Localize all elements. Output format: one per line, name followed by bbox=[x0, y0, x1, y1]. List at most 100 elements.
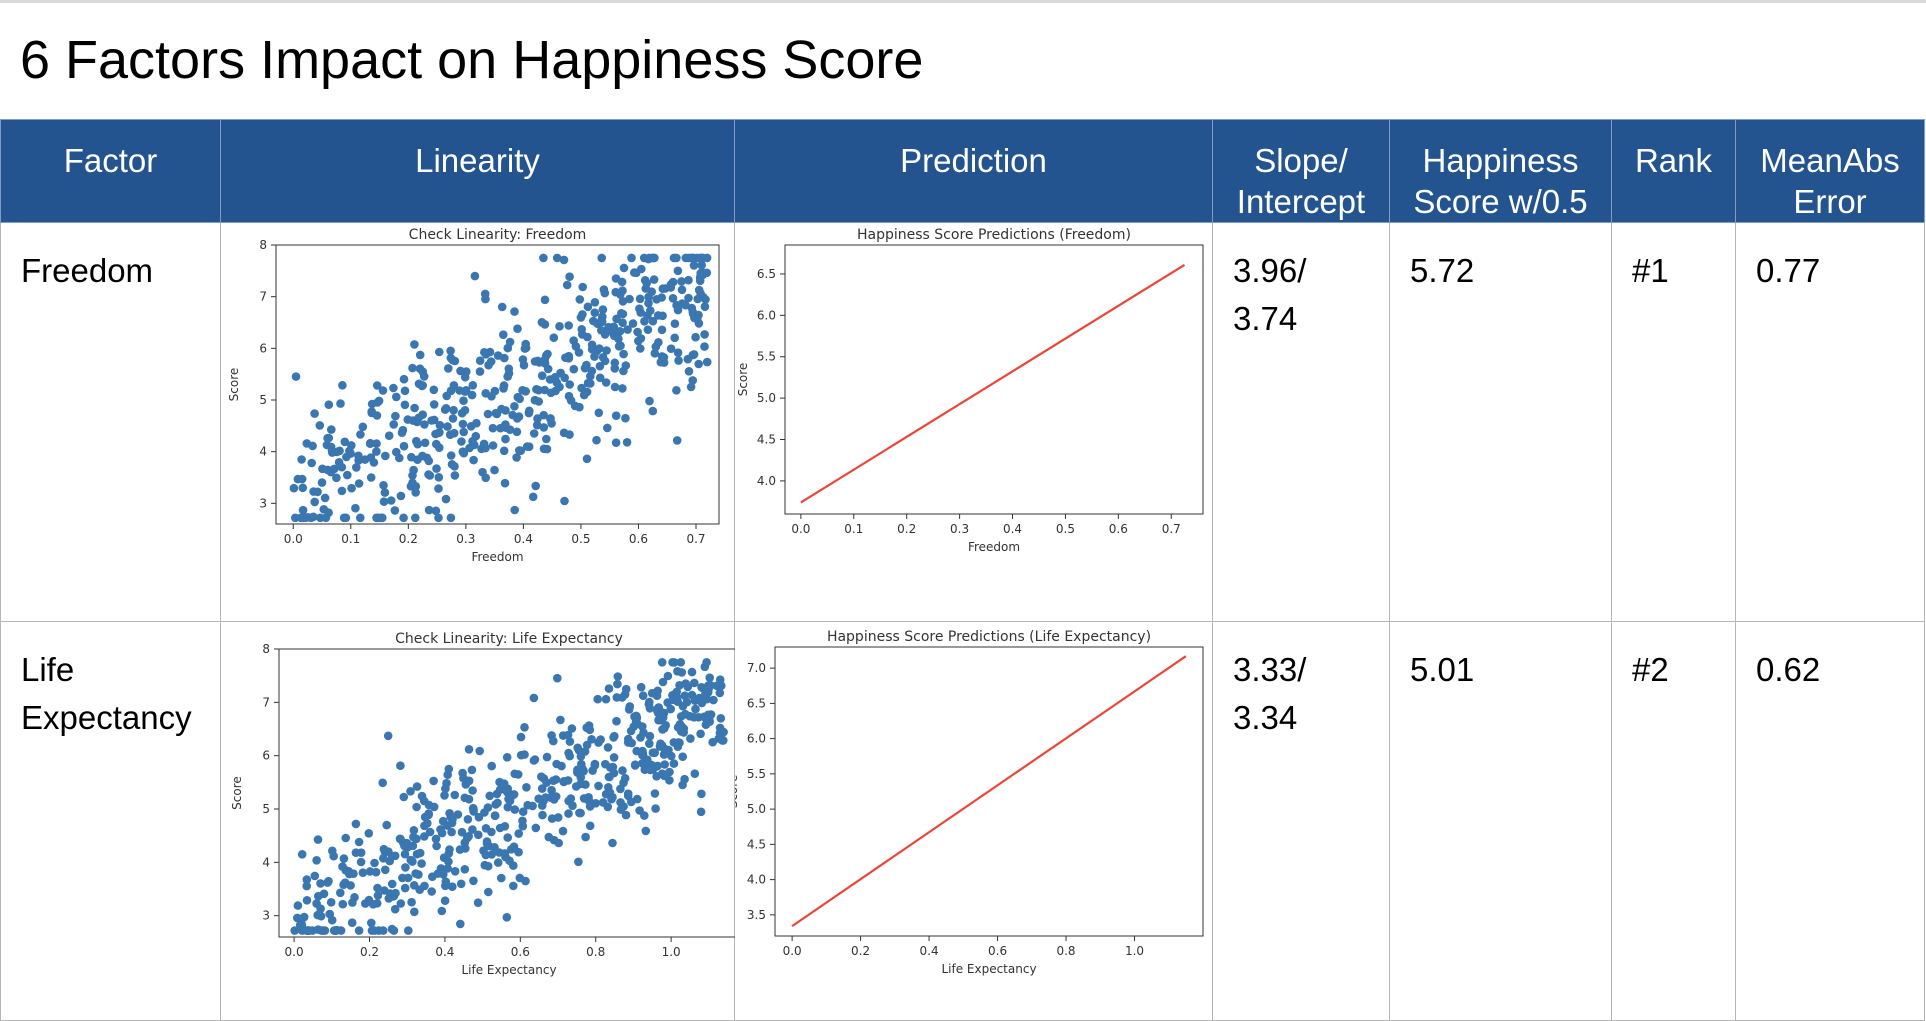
data-point bbox=[510, 505, 519, 515]
data-point bbox=[648, 316, 658, 326]
data-point bbox=[513, 770, 523, 779]
data-point bbox=[693, 315, 702, 324]
data-point bbox=[389, 420, 398, 429]
data-point bbox=[496, 423, 505, 433]
data-point bbox=[302, 896, 312, 905]
data-point bbox=[373, 513, 383, 523]
data-point bbox=[530, 755, 540, 764]
header-rank: Rank bbox=[1611, 119, 1736, 223]
data-point bbox=[669, 759, 679, 768]
data-point bbox=[429, 400, 439, 409]
data-point bbox=[510, 307, 519, 316]
data-point bbox=[432, 464, 441, 473]
data-point bbox=[636, 334, 646, 343]
data-point bbox=[380, 847, 390, 857]
header-linearity: Linearity bbox=[220, 119, 735, 223]
data-point bbox=[447, 827, 456, 837]
data-point bbox=[558, 826, 568, 836]
data-point bbox=[504, 794, 513, 804]
data-point bbox=[553, 673, 562, 683]
data-point bbox=[677, 285, 687, 295]
data-point bbox=[435, 443, 444, 452]
data-point bbox=[635, 806, 644, 815]
table-row: Life Expectancy Check Linearity: Life Ex… bbox=[0, 621, 1925, 1021]
data-point bbox=[640, 317, 649, 326]
data-point bbox=[581, 780, 590, 789]
data-point bbox=[372, 447, 381, 456]
x-tick-label: 0.1 bbox=[844, 522, 863, 536]
data-point bbox=[656, 739, 665, 748]
data-point bbox=[471, 431, 481, 441]
data-point bbox=[565, 737, 575, 746]
data-point bbox=[571, 782, 581, 791]
y-axis-label: Score bbox=[230, 776, 244, 810]
data-point bbox=[488, 441, 498, 450]
data-point bbox=[700, 342, 709, 351]
data-point bbox=[399, 513, 408, 523]
data-point bbox=[395, 453, 404, 463]
x-tick-label: 0.4 bbox=[435, 945, 454, 959]
data-point bbox=[404, 926, 413, 935]
data-point bbox=[640, 276, 650, 285]
prediction-chart-life-expectancy: Happiness Score Predictions (Life Expect… bbox=[735, 629, 1204, 976]
rank-cell: #2 bbox=[1611, 621, 1736, 1021]
plot-frame bbox=[774, 646, 1204, 937]
data-point bbox=[338, 381, 347, 390]
data-point bbox=[427, 887, 436, 896]
data-point bbox=[412, 834, 421, 844]
linearity-chart-life-expectancy: Check Linearity: Life Expectancy 0.0 0.2 0.… bbox=[230, 631, 735, 977]
data-point bbox=[356, 430, 365, 439]
data-point bbox=[641, 284, 651, 293]
data-point bbox=[603, 802, 613, 812]
data-point bbox=[518, 386, 527, 395]
data-point bbox=[501, 852, 510, 862]
data-point bbox=[410, 340, 419, 349]
data-point bbox=[510, 402, 519, 411]
data-point bbox=[460, 406, 470, 415]
data-point bbox=[435, 347, 444, 357]
y-tick-label: 6.5 bbox=[747, 696, 766, 710]
data-point bbox=[688, 376, 697, 385]
data-point bbox=[316, 911, 326, 921]
data-point bbox=[702, 253, 712, 263]
data-point bbox=[400, 400, 410, 410]
data-point bbox=[528, 492, 538, 502]
data-point bbox=[612, 314, 621, 324]
data-point bbox=[440, 896, 450, 905]
data-point bbox=[636, 682, 646, 692]
data-point bbox=[457, 437, 466, 446]
header-slope-intercept: Slope/ Intercept bbox=[1212, 119, 1390, 223]
x-tick-label: 0.2 bbox=[851, 944, 870, 958]
data-point bbox=[408, 857, 417, 866]
data-point bbox=[582, 454, 592, 464]
data-point bbox=[358, 868, 368, 877]
data-point bbox=[663, 671, 673, 681]
data-point bbox=[486, 357, 496, 366]
data-point bbox=[603, 423, 612, 433]
x-tick-label: 0.4 bbox=[1003, 522, 1022, 536]
data-point bbox=[468, 786, 477, 795]
data-point bbox=[616, 784, 625, 794]
data-point bbox=[696, 807, 706, 817]
data-point bbox=[372, 381, 382, 390]
data-point bbox=[312, 899, 321, 908]
data-point bbox=[529, 429, 539, 438]
data-point bbox=[636, 344, 645, 353]
data-point bbox=[668, 277, 678, 287]
y-tick-label: 3 bbox=[259, 496, 267, 510]
data-point bbox=[543, 349, 552, 359]
y-tick-label: 4 bbox=[259, 445, 267, 459]
data-point bbox=[580, 363, 590, 373]
data-point bbox=[510, 805, 520, 814]
x-tick-label: 0.0 bbox=[791, 522, 810, 536]
x-tick-label: 0.2 bbox=[360, 945, 379, 959]
data-point bbox=[435, 420, 445, 430]
data-point bbox=[616, 290, 625, 299]
data-point bbox=[513, 414, 522, 423]
x-axis-label: Freedom bbox=[968, 540, 1020, 554]
chart-title: Check Linearity: Freedom bbox=[409, 227, 587, 243]
data-point bbox=[410, 907, 419, 917]
x-tick-label: 0.1 bbox=[341, 532, 360, 546]
data-point bbox=[425, 827, 435, 837]
data-point bbox=[379, 497, 389, 507]
